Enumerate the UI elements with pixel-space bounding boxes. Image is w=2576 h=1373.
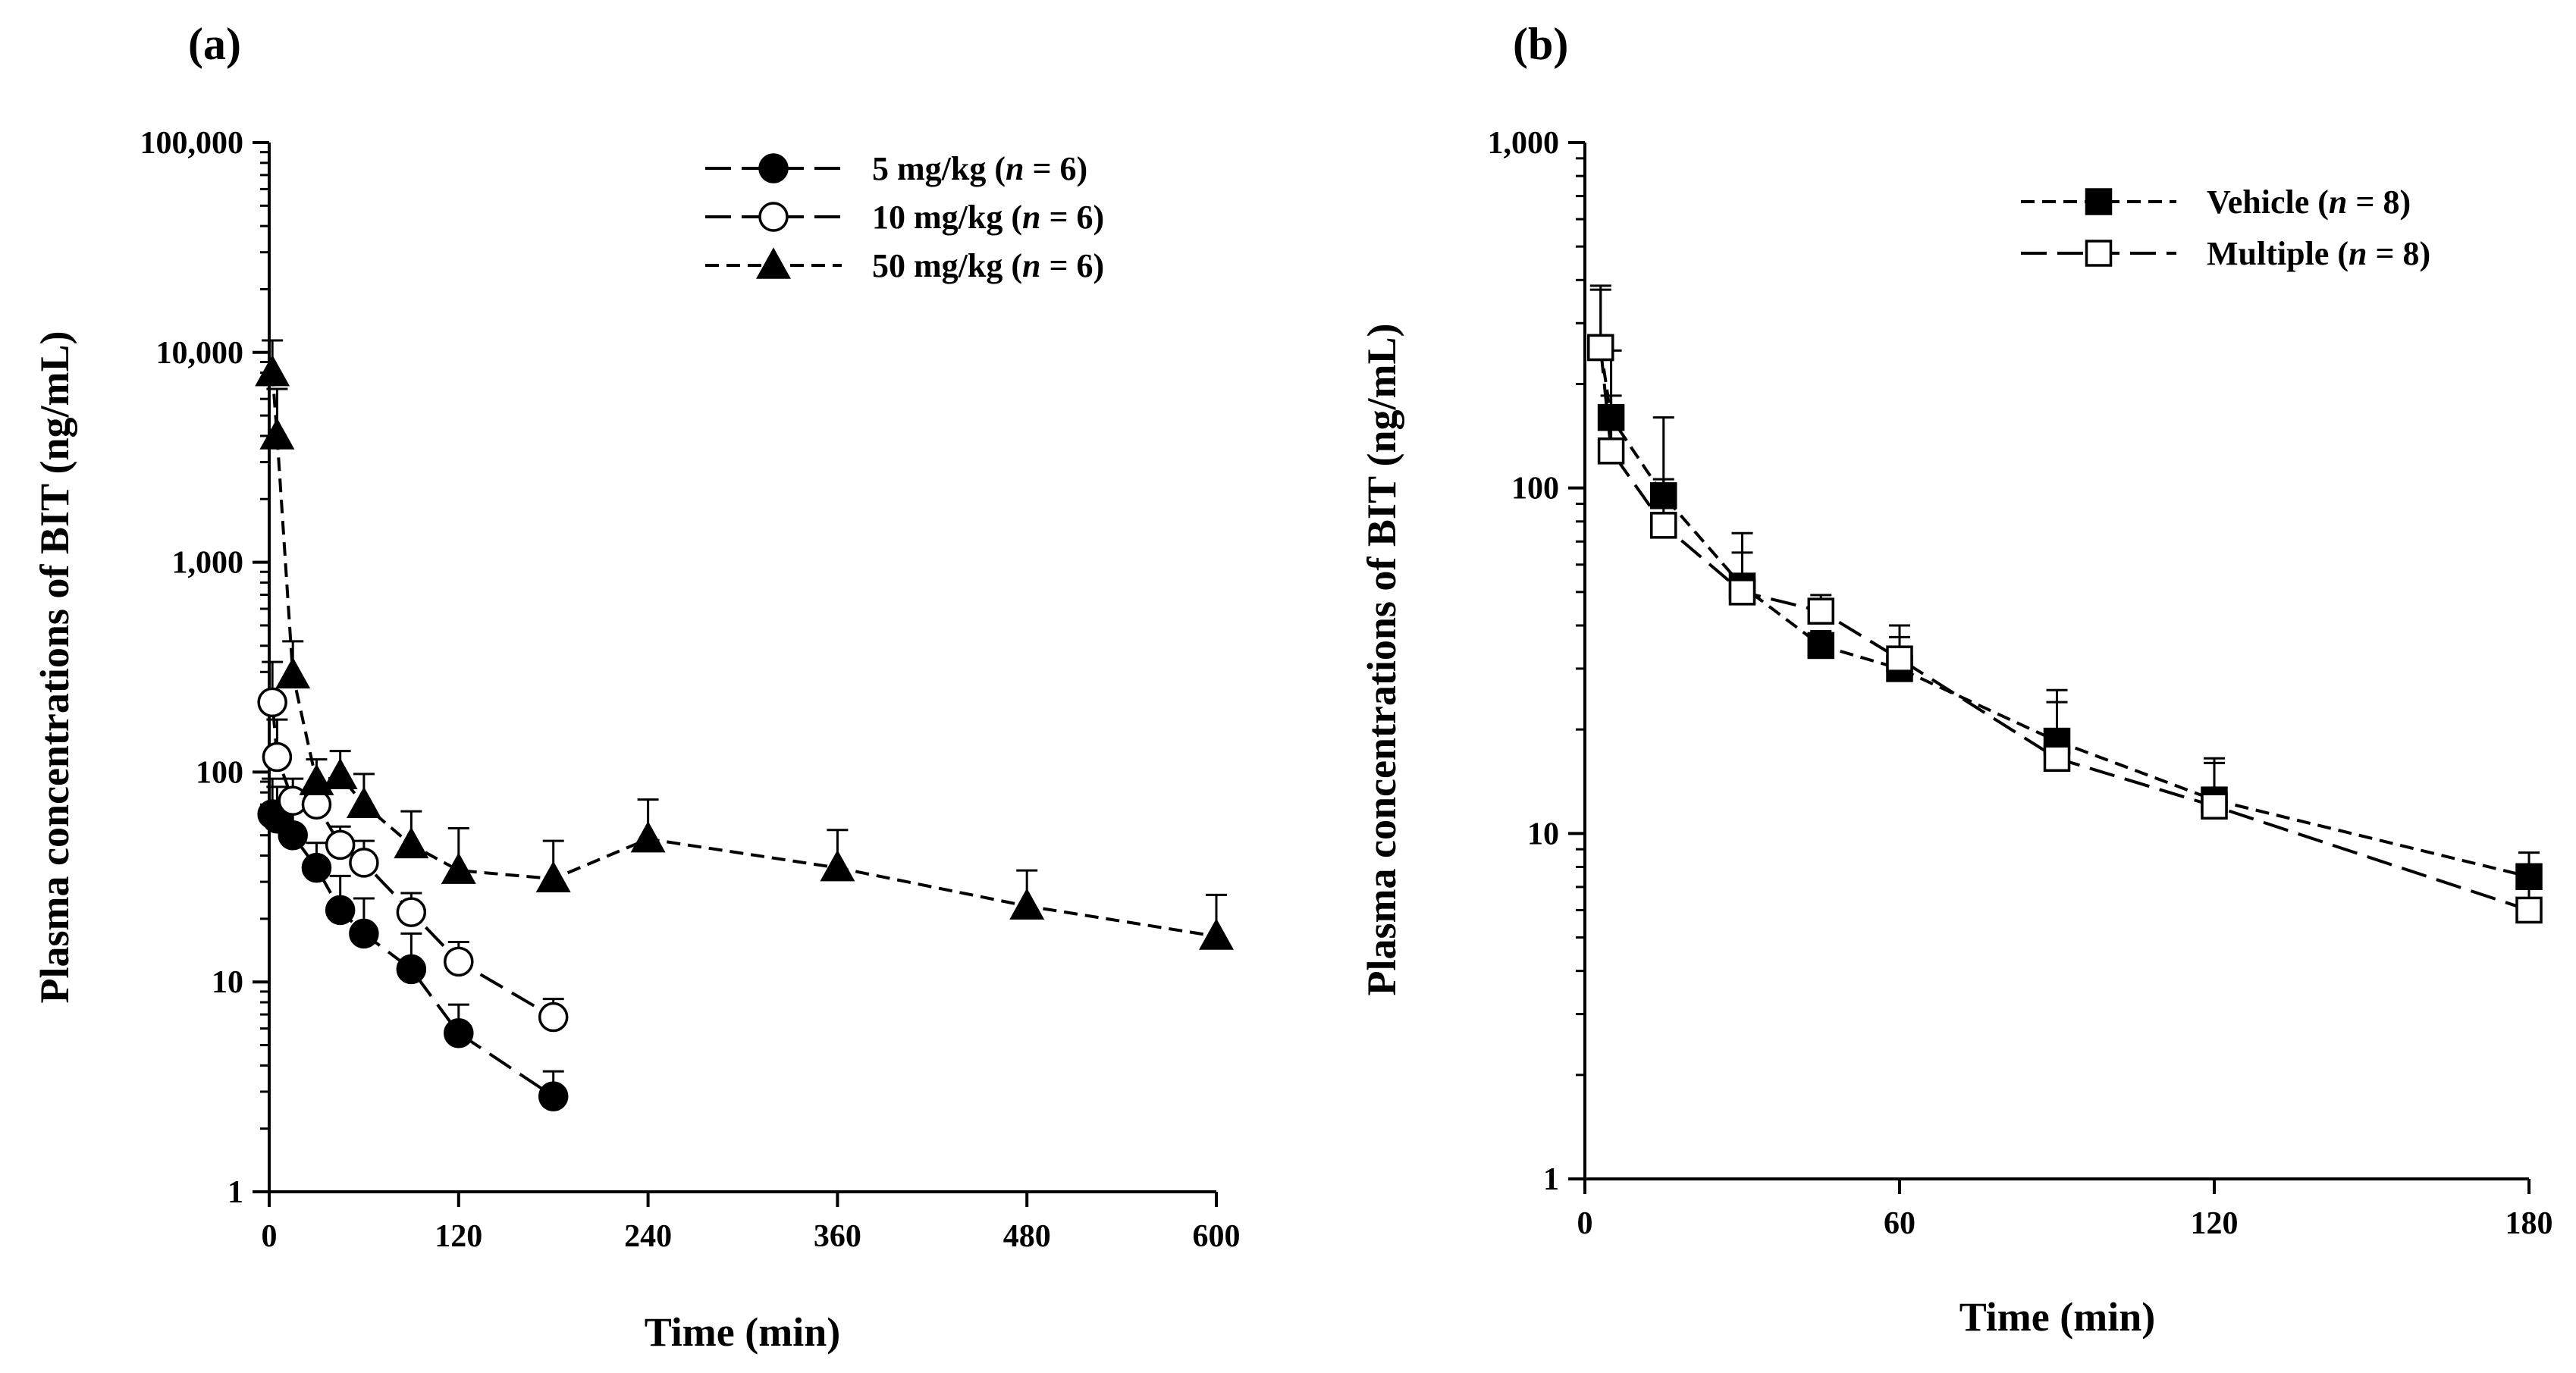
data-point <box>278 820 308 851</box>
data-point <box>259 418 295 450</box>
panel-b-label: (b) <box>1513 19 1568 69</box>
data-point <box>1597 437 1625 465</box>
data-point <box>1009 888 1045 920</box>
data-point <box>262 741 293 773</box>
series-line <box>1599 347 2530 912</box>
panel-a-chart: (a) 1 10 100 1,000 10,000 100,000 0 120 240 360 4… <box>32 19 1241 1355</box>
data-point <box>346 786 381 819</box>
data-point <box>1587 334 1614 362</box>
data-point <box>444 1018 474 1049</box>
panel-a-label: (a) <box>188 19 241 69</box>
legend-marker <box>2085 188 2113 215</box>
series-multiple <box>1587 284 2543 924</box>
panel-a-y-axis-label: Plasma concentrations of BIT (ng/mL) <box>32 331 77 1004</box>
x-tick-label: 360 <box>814 1219 861 1254</box>
y-tick-label: 100,000 <box>140 126 244 161</box>
legend-label: 5 mg/kg (n = 6) <box>872 150 1087 187</box>
y-tick-label: 10 <box>1527 817 1559 851</box>
panel-b-chart: (b) 1 10 100 1,000 0 60 120 180 Time (min) Pla… <box>1359 19 2553 1340</box>
panel-a-y-ticks: 1 10 100 1,000 10,000 100,000 <box>140 126 269 1210</box>
legend-marker <box>2085 240 2113 267</box>
x-tick-label: 60 <box>1884 1206 1916 1241</box>
series-5-mg-kg <box>257 777 569 1111</box>
y-tick-label: 100 <box>196 755 243 790</box>
x-tick-label: 180 <box>2505 1206 2553 1241</box>
data-point <box>538 1081 569 1111</box>
data-point <box>1807 597 1834 625</box>
y-tick-label: 1 <box>1543 1162 1559 1197</box>
x-tick-label: 120 <box>2191 1206 2239 1241</box>
series-line <box>271 702 554 1019</box>
data-point <box>257 687 287 718</box>
panel-b-y-ticks: 1 10 100 1,000 <box>1488 126 1585 1197</box>
legend-marker <box>758 202 789 232</box>
legend-item: 50 mg/kg (n = 6) <box>705 247 1104 284</box>
data-point <box>2515 896 2543 924</box>
x-tick-label: 120 <box>435 1219 482 1254</box>
data-point <box>394 826 429 859</box>
legend-label: Multiple (n = 8) <box>2207 235 2430 272</box>
legend-label: 50 mg/kg (n = 6) <box>872 247 1104 284</box>
data-point <box>396 897 427 927</box>
legend-label: 10 mg/kg (n = 6) <box>872 199 1104 236</box>
data-point <box>301 852 332 883</box>
data-point <box>820 849 855 882</box>
y-tick-label: 1 <box>227 1175 243 1210</box>
panel-a-x-axis-label: Time (min) <box>645 1309 840 1355</box>
data-point <box>349 918 379 949</box>
data-point <box>1807 632 1834 660</box>
panel-b-y-axis-label: Plasma concentrations of BIT (ng/mL) <box>1359 324 1404 996</box>
y-tick-label: 1,000 <box>1488 126 1560 161</box>
data-point <box>538 1002 569 1033</box>
y-tick-label: 1,000 <box>172 546 244 581</box>
data-point <box>1886 645 1913 672</box>
data-point <box>535 860 571 892</box>
series-50-mg-kg <box>255 339 1234 950</box>
x-tick-label: 0 <box>262 1219 278 1254</box>
data-point <box>325 895 356 926</box>
y-tick-label: 10 <box>212 965 243 1000</box>
legend-item: 5 mg/kg (n = 6) <box>705 150 1087 187</box>
panel-b-x-ticks: 0 60 120 180 <box>1577 1179 2553 1241</box>
panel-b-series <box>1587 284 2543 924</box>
legend-marker <box>756 247 791 279</box>
x-tick-label: 480 <box>1003 1219 1051 1254</box>
data-point <box>349 848 379 878</box>
data-point <box>396 954 427 985</box>
legend-item: Vehicle (n = 8) <box>2021 183 2411 221</box>
y-tick-label: 10,000 <box>156 336 244 371</box>
data-point <box>2201 792 2228 820</box>
panel-a-legend: 5 mg/kg (n = 6) 10 mg/kg (n = 6) 50 mg/kg … <box>705 150 1104 284</box>
y-tick-label: 100 <box>1511 472 1559 506</box>
data-point <box>255 355 290 387</box>
series-10-mg-kg <box>257 660 569 1033</box>
data-point <box>441 852 476 884</box>
data-point <box>299 763 334 795</box>
panel-b-legend: Vehicle (n = 8) Multiple (n = 8) <box>2021 183 2430 272</box>
series-line <box>1599 347 2530 879</box>
panel-a-x-ticks: 0 120 240 360 480 600 <box>262 1192 1241 1254</box>
panel-a-series <box>255 339 1234 1111</box>
data-point <box>275 657 311 689</box>
data-point <box>1728 578 1756 606</box>
legend-label: Vehicle (n = 8) <box>2207 183 2411 221</box>
x-tick-label: 240 <box>624 1219 672 1254</box>
x-tick-label: 0 <box>1577 1206 1593 1241</box>
legend-item: 10 mg/kg (n = 6) <box>705 199 1104 236</box>
data-point <box>2043 744 2071 772</box>
data-point <box>1199 918 1234 950</box>
legend-marker <box>758 153 789 183</box>
data-point <box>630 821 666 853</box>
panel-b-x-axis-label: Time (min) <box>1959 1294 2155 1340</box>
data-point <box>1650 512 1677 539</box>
data-point <box>322 757 358 790</box>
data-point <box>444 946 474 977</box>
data-point <box>325 829 356 860</box>
x-tick-label: 600 <box>1193 1219 1241 1254</box>
legend-item: Multiple (n = 8) <box>2021 235 2430 272</box>
